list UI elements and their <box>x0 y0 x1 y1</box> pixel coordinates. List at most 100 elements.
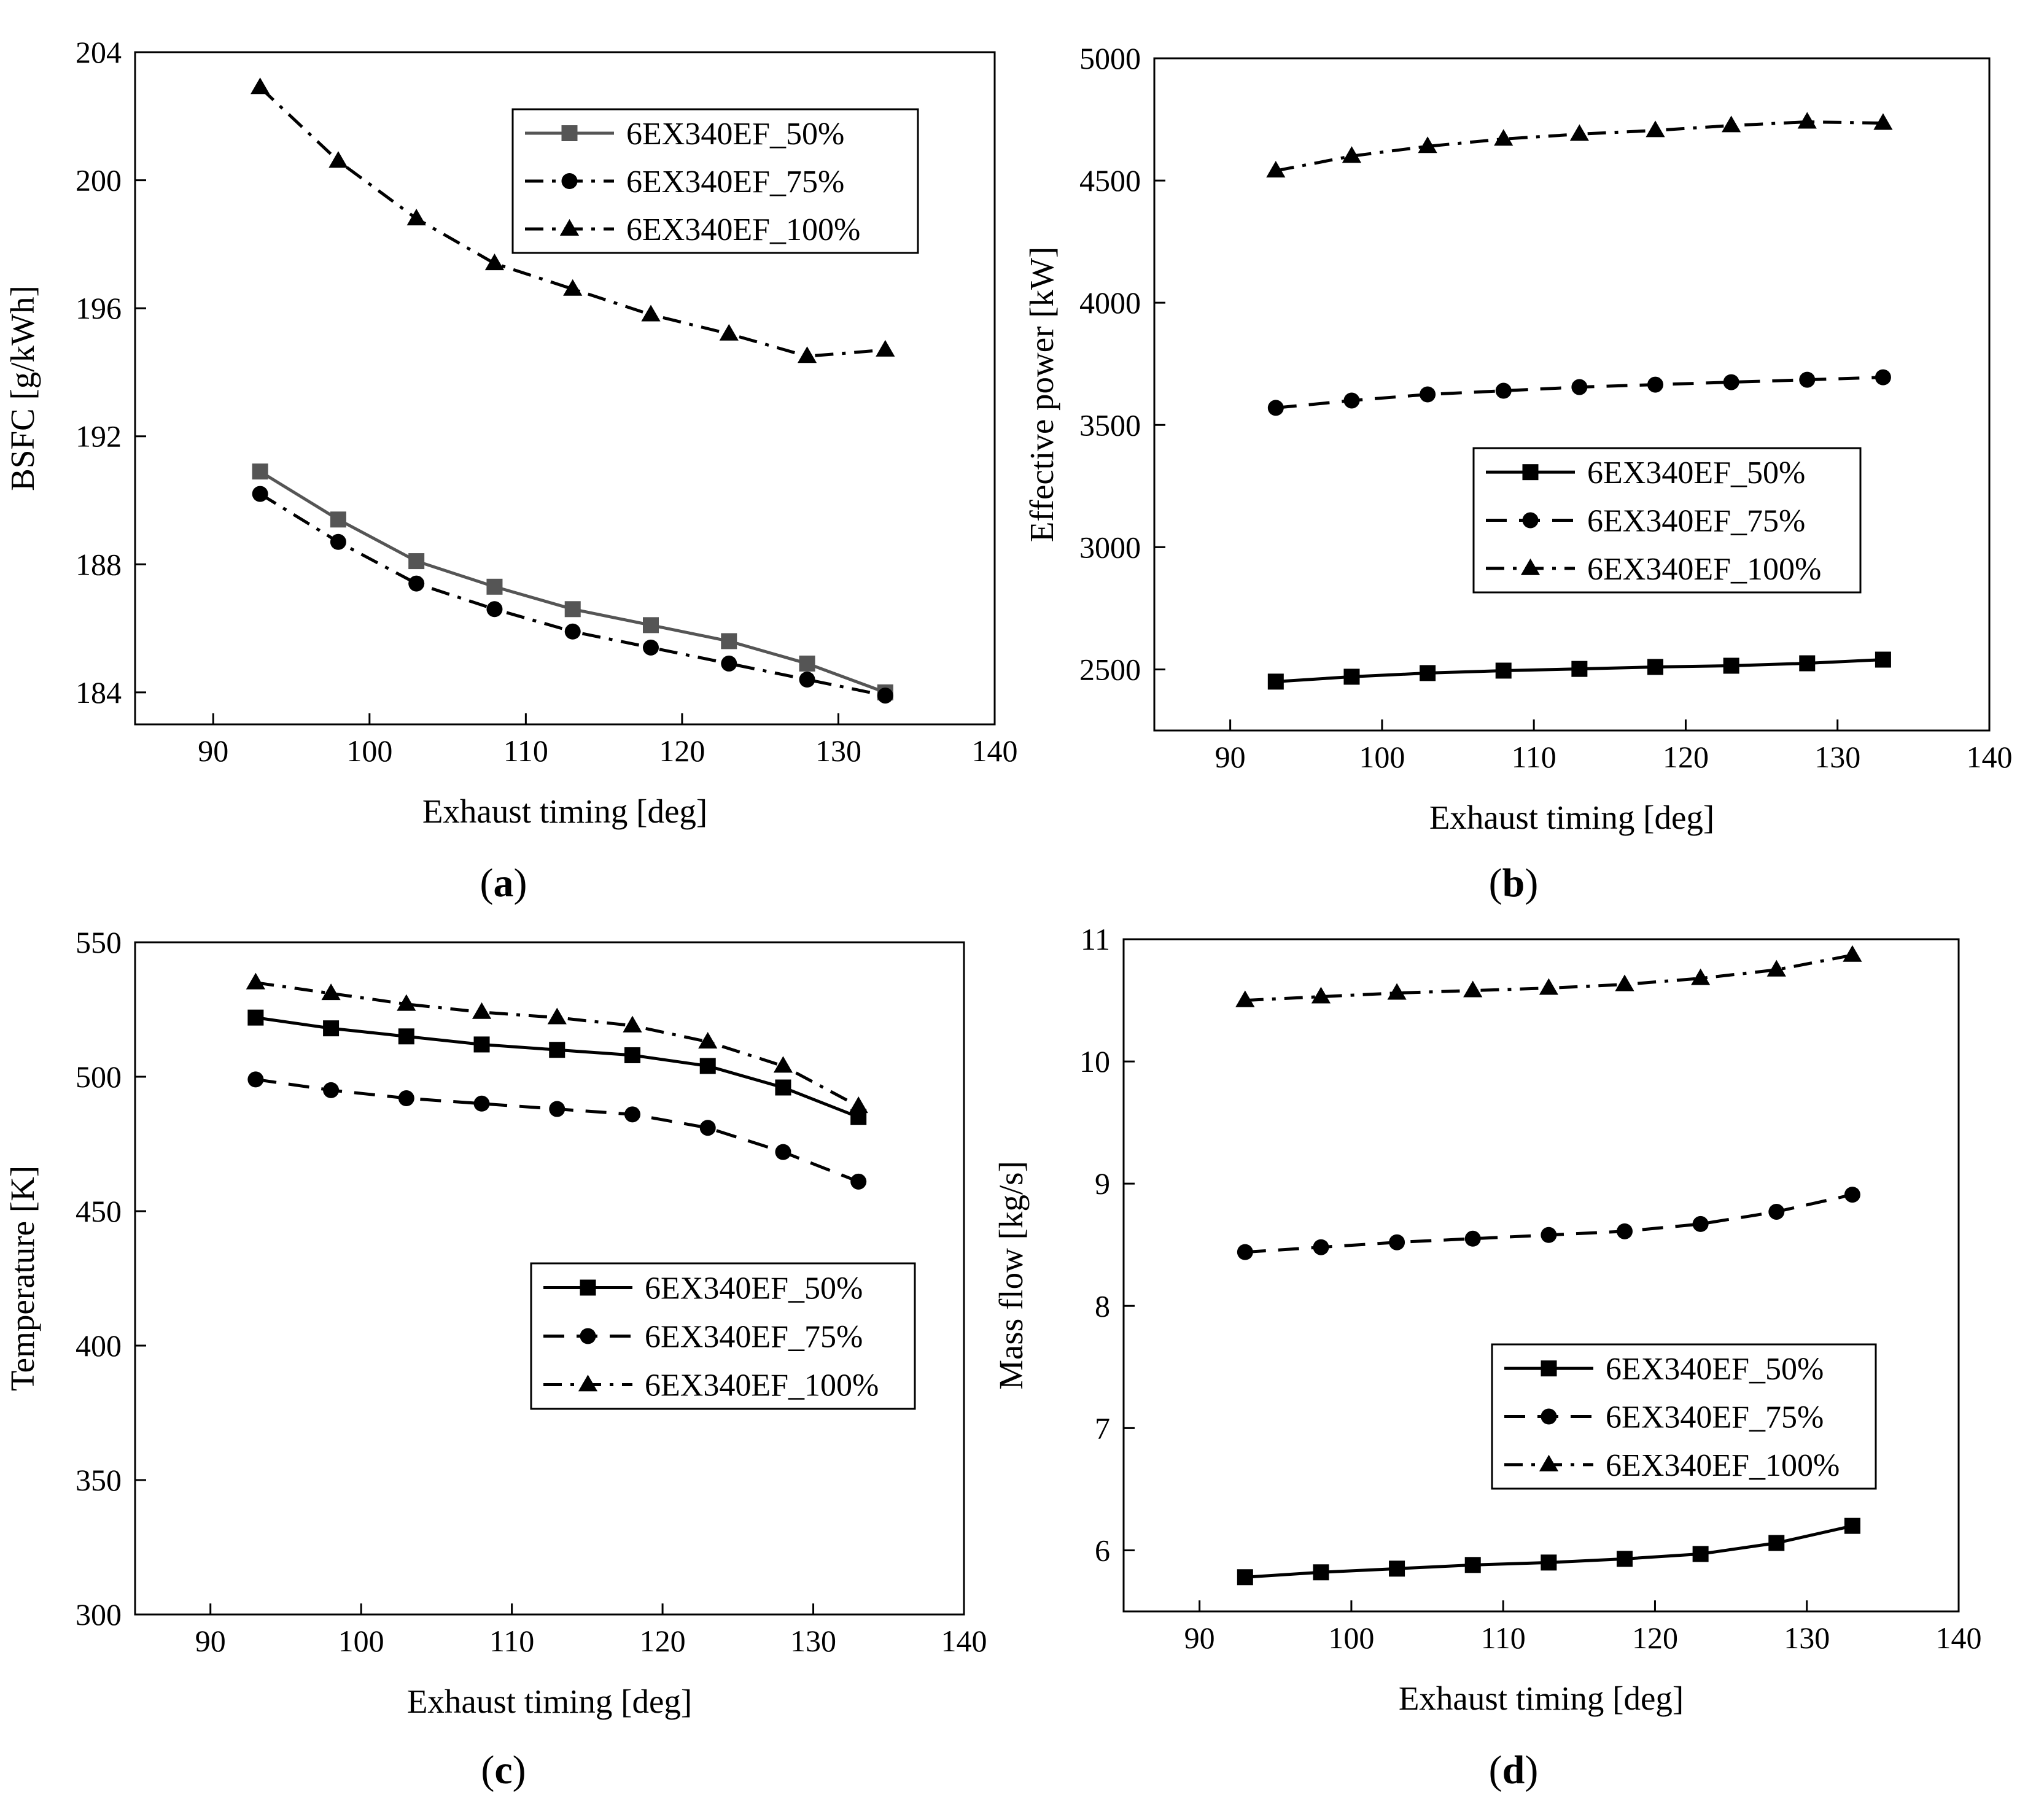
y-tick-label: 9 <box>1095 1166 1110 1201</box>
data-point <box>472 1002 492 1019</box>
data-point <box>549 1101 565 1117</box>
legend-marker <box>1539 1454 1559 1471</box>
data-point <box>1463 980 1483 998</box>
data-point <box>775 1144 791 1160</box>
data-point <box>398 1028 414 1045</box>
data-point <box>1723 657 1739 674</box>
x-tick-label: 120 <box>1663 740 1709 774</box>
data-point <box>330 533 346 550</box>
x-tick-label: 140 <box>941 1624 987 1658</box>
data-point <box>247 1071 264 1088</box>
legend-label: 6EX340EF_75% <box>1606 1400 1824 1435</box>
legend-marker <box>1522 512 1539 529</box>
panel-caption: (a) <box>480 861 527 905</box>
data-point <box>876 339 895 357</box>
data-point <box>643 639 659 656</box>
legend-label: 6EX340EF_100% <box>645 1368 879 1403</box>
y-tick-label: 350 <box>76 1463 122 1497</box>
data-point <box>1387 983 1407 1000</box>
panel-caption: (c) <box>481 1748 526 1793</box>
x-tick-label: 130 <box>790 1624 836 1658</box>
chart-panel-a: 90 100 110 120 130 140 184 188 192 196 200 204 Exhau… <box>4 35 1018 905</box>
data-point <box>799 655 815 672</box>
data-point <box>1768 1535 1785 1551</box>
y-tick-label: 4000 <box>1079 285 1141 320</box>
data-point <box>1418 136 1437 153</box>
y-tick-label: 192 <box>76 419 122 454</box>
x-tick-label: 130 <box>1784 1621 1830 1655</box>
data-point <box>564 601 581 618</box>
data-point <box>1266 161 1286 178</box>
data-point <box>1494 129 1514 146</box>
y-tick-label: 3000 <box>1079 530 1141 564</box>
data-point <box>699 1058 716 1074</box>
series-6EX340EF_75% <box>1267 369 1891 416</box>
data-point <box>721 633 737 649</box>
data-point <box>850 1173 867 1190</box>
data-point <box>1647 376 1663 393</box>
data-point <box>1342 146 1362 163</box>
x-tick-label: 100 <box>338 1624 384 1658</box>
legend-marker <box>561 125 578 141</box>
data-point <box>1722 115 1741 133</box>
x-tick-label: 120 <box>640 1624 686 1658</box>
data-point <box>408 575 425 592</box>
x-tick-label: 100 <box>346 734 392 768</box>
data-point <box>397 994 416 1011</box>
y-axis-label: Temperature [K] <box>4 1166 41 1391</box>
data-point <box>246 972 265 990</box>
y-tick-label: 3500 <box>1079 408 1141 442</box>
data-point <box>721 655 737 672</box>
data-point <box>486 601 503 618</box>
series-6EX340EF_75% <box>247 1071 867 1190</box>
data-point <box>1420 665 1436 681</box>
data-point <box>251 77 270 95</box>
data-point <box>797 346 817 363</box>
x-axis-label: Exhaust timing [deg] <box>1399 1680 1684 1717</box>
x-tick-label: 90 <box>198 734 228 768</box>
x-tick-label: 140 <box>1936 1621 1982 1655</box>
data-point <box>1539 978 1558 995</box>
panel-caption: (d) <box>1489 1748 1539 1793</box>
data-point <box>1267 673 1284 690</box>
y-tick-label: 204 <box>76 35 122 69</box>
data-point <box>252 486 268 502</box>
x-tick-label: 140 <box>972 734 1018 768</box>
data-point <box>643 617 659 634</box>
legend-marker <box>1522 464 1539 481</box>
panels: 90 100 110 120 130 140 184 188 192 196 200 204 Exhau… <box>4 35 2013 1793</box>
series-6EX340EF_75% <box>252 486 893 704</box>
data-point <box>1799 371 1816 388</box>
legend-label: 6EX340EF_100% <box>1587 552 1821 587</box>
y-tick-label: 10 <box>1079 1044 1110 1079</box>
data-point <box>1237 1244 1253 1260</box>
data-point <box>1389 1560 1405 1577</box>
plot-frame <box>1153 57 1991 732</box>
data-point <box>1692 1215 1709 1232</box>
data-point <box>1235 990 1255 1007</box>
series-6EX340EF_75% <box>1237 1187 1860 1260</box>
legend-label: 6EX340EF_75% <box>626 165 844 200</box>
x-tick-label: 90 <box>1184 1621 1215 1655</box>
data-point <box>1875 369 1891 386</box>
y-tick-label: 200 <box>76 163 122 198</box>
data-point <box>323 1082 340 1098</box>
data-point <box>773 1056 793 1073</box>
data-point <box>1691 968 1711 985</box>
legend-marker <box>1520 558 1541 575</box>
x-tick-label: 130 <box>815 734 861 768</box>
y-tick-label: 8 <box>1095 1289 1110 1323</box>
data-point <box>330 511 346 528</box>
data-point <box>1343 392 1360 409</box>
data-point <box>473 1095 490 1112</box>
x-tick-label: 100 <box>1328 1621 1374 1655</box>
y-axis-label: Effective power [kW] <box>1023 247 1060 543</box>
y-tick-label: 2500 <box>1079 652 1141 686</box>
legend-label: 6EX340EF_50% <box>1606 1352 1824 1387</box>
chart-panel-d: 90 100 110 120 130 140 6 7 8 9 10 11 Exhaust timing … <box>992 922 1982 1793</box>
data-point <box>563 279 583 296</box>
y-tick-label: 184 <box>76 675 122 710</box>
y-tick-label: 11 <box>1081 922 1110 956</box>
